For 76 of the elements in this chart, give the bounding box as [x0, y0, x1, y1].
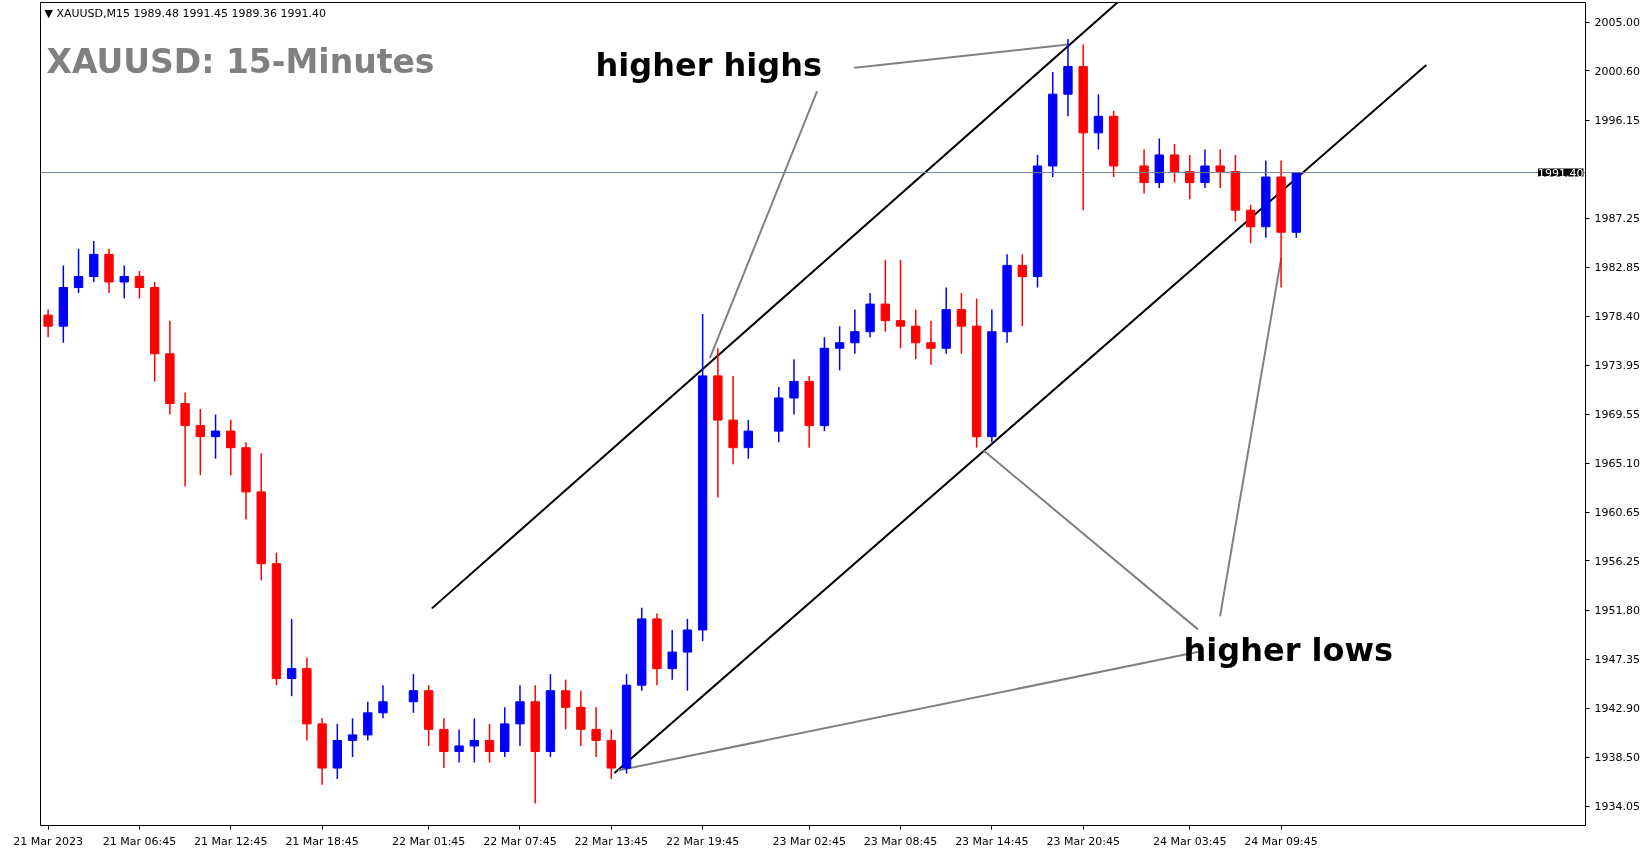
candlestick	[850, 308, 860, 355]
x-tick-label: 21 Mar 18:45	[285, 834, 359, 848]
candlestick	[1185, 154, 1195, 200]
y-tick-label: 1956.25	[1594, 554, 1640, 568]
x-tick-label: 21 Mar 2023	[13, 834, 83, 848]
y-tick-label: 2005.00	[1594, 16, 1640, 30]
y-tick-label: 1987.25	[1594, 212, 1640, 226]
candlestick	[667, 629, 677, 681]
candlestick	[439, 717, 449, 769]
annotation: higher lows	[1183, 630, 1394, 669]
candlestick	[682, 618, 693, 692]
candlestick	[378, 684, 388, 720]
candlestick	[926, 319, 936, 366]
candlestick	[1139, 148, 1149, 195]
y-tick-label: 1942.90	[1594, 702, 1640, 716]
x-tick-label: 22 Mar 01:45	[391, 834, 466, 848]
candlestick	[347, 717, 358, 758]
y-tick-label: 1947.35	[1594, 653, 1640, 667]
x-tick-label: 21 Mar 12:45	[194, 834, 268, 848]
annotation: higher highs	[595, 45, 823, 84]
x-tick-label: 22 Mar 07:45	[483, 834, 557, 848]
x-tick-label: 23 Mar 02:45	[772, 834, 846, 848]
x-tick-label: 23 Mar 14:45	[955, 834, 1029, 848]
candlestick	[89, 240, 99, 283]
candlestick	[1215, 148, 1225, 189]
candlestick	[591, 706, 601, 758]
y-tick-label: 1982.85	[1594, 261, 1640, 275]
candlestick	[560, 678, 571, 731]
x-tick-label: 24 Mar 09:45	[1244, 834, 1318, 848]
candlestick	[1169, 143, 1180, 184]
candlestick	[834, 325, 845, 372]
candlestick	[73, 248, 84, 294]
y-tick-label: 1973.95	[1594, 359, 1640, 373]
candlestick	[363, 701, 373, 742]
candlestick	[515, 684, 525, 747]
candlestick	[195, 408, 206, 477]
y-tick-label: 1951.80	[1594, 604, 1640, 618]
y-tick-label: 1938.50	[1594, 751, 1640, 765]
candlestick	[210, 413, 221, 460]
x-tick-label: 22 Mar 13:45	[574, 834, 649, 848]
x-tick-label: 21 Mar 06:45	[102, 834, 177, 848]
y-tick-label: 1934.05	[1594, 800, 1640, 814]
y-tick-label: 1960.65	[1594, 506, 1640, 520]
candlestick	[1200, 148, 1210, 189]
candlestick	[1093, 93, 1104, 151]
candlestick	[469, 717, 479, 764]
candlestick	[454, 728, 464, 764]
ref-line-label: 1991.40	[1538, 166, 1584, 180]
x-tick-label: 22 Mar 19:45	[665, 834, 740, 848]
candlestick	[743, 419, 753, 460]
candlestick	[180, 391, 190, 488]
candlestick	[134, 270, 145, 300]
candlestick	[43, 308, 53, 338]
x-tick-label: 23 Mar 08:45	[863, 834, 938, 848]
candlestick	[956, 292, 967, 355]
x-tick-label: 24 Mar 03:45	[1153, 834, 1227, 848]
candlestick	[576, 689, 586, 747]
candlestick	[226, 419, 236, 477]
y-tick-label: 2000.60	[1594, 64, 1640, 78]
y-tick-label: 1996.15	[1594, 114, 1640, 128]
y-tick-label: 1969.55	[1594, 408, 1640, 421]
candlestick	[1017, 253, 1027, 327]
candlestick	[286, 618, 297, 697]
text: XAUUSD: 15-Minutes	[46, 41, 435, 81]
chart-subtitle: ▼ XAUUSD,M15 1989.48 1991.45 1989.36 1991.40	[44, 6, 326, 20]
y-tick-label: 1978.40	[1594, 310, 1640, 324]
candlestick	[895, 259, 906, 350]
candlestick	[880, 259, 890, 333]
candlestick	[119, 264, 129, 300]
candlestick	[1245, 203, 1256, 245]
candlestick	[789, 358, 799, 416]
x-tick-label: 23 Mar 20:45	[1046, 834, 1120, 848]
y-tick-label: 1965.10	[1594, 457, 1640, 471]
candlestick	[484, 723, 495, 764]
candlestick	[408, 673, 419, 714]
candlestick	[911, 308, 921, 361]
